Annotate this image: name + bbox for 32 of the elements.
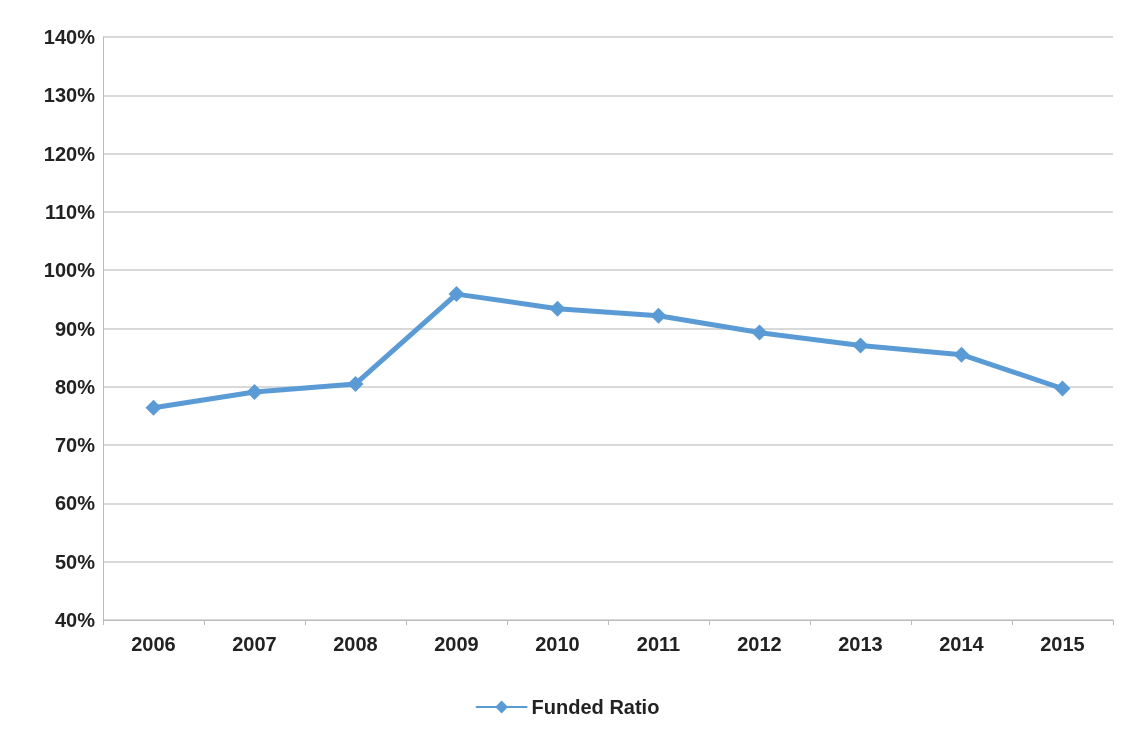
point	[650, 307, 667, 324]
x-tick-label: 2012	[737, 633, 782, 655]
legend-label: Funded Ratio	[531, 696, 660, 718]
x-tick-label: 2006	[131, 633, 176, 655]
point	[1054, 380, 1071, 397]
y-tick-label: 50%	[54, 550, 96, 573]
x-tick-label: 2015	[1040, 633, 1085, 655]
x-tick-label: 2010	[535, 633, 580, 655]
x-tick-label: 2008	[333, 633, 378, 655]
y-tick-label: 90%	[54, 317, 96, 340]
point	[448, 286, 465, 303]
x-tick-label: 2007	[232, 633, 277, 655]
x-tick-label: 2009	[434, 633, 479, 655]
x-tick-label: 2014	[939, 633, 985, 655]
y-tick-label: 80%	[54, 375, 96, 398]
point	[751, 324, 768, 341]
y-tick-label: 100%	[43, 259, 96, 282]
y-tick-label: 40%	[54, 609, 96, 631]
x-tick-label: 2013	[838, 633, 883, 655]
y-tick-label: 130%	[43, 84, 96, 107]
point	[246, 384, 263, 401]
y-tick-label: 70%	[54, 434, 96, 457]
y-tick-label: 60%	[54, 492, 96, 515]
point	[549, 300, 566, 317]
y-tick-label: 120%	[43, 142, 96, 165]
y-tick-label: 110%	[44, 200, 96, 223]
point	[852, 337, 869, 354]
point	[953, 346, 970, 363]
point	[347, 375, 364, 392]
y-tick-label: 140%	[43, 26, 96, 48]
point	[145, 399, 162, 416]
x-tick-label: 2011	[636, 633, 681, 655]
